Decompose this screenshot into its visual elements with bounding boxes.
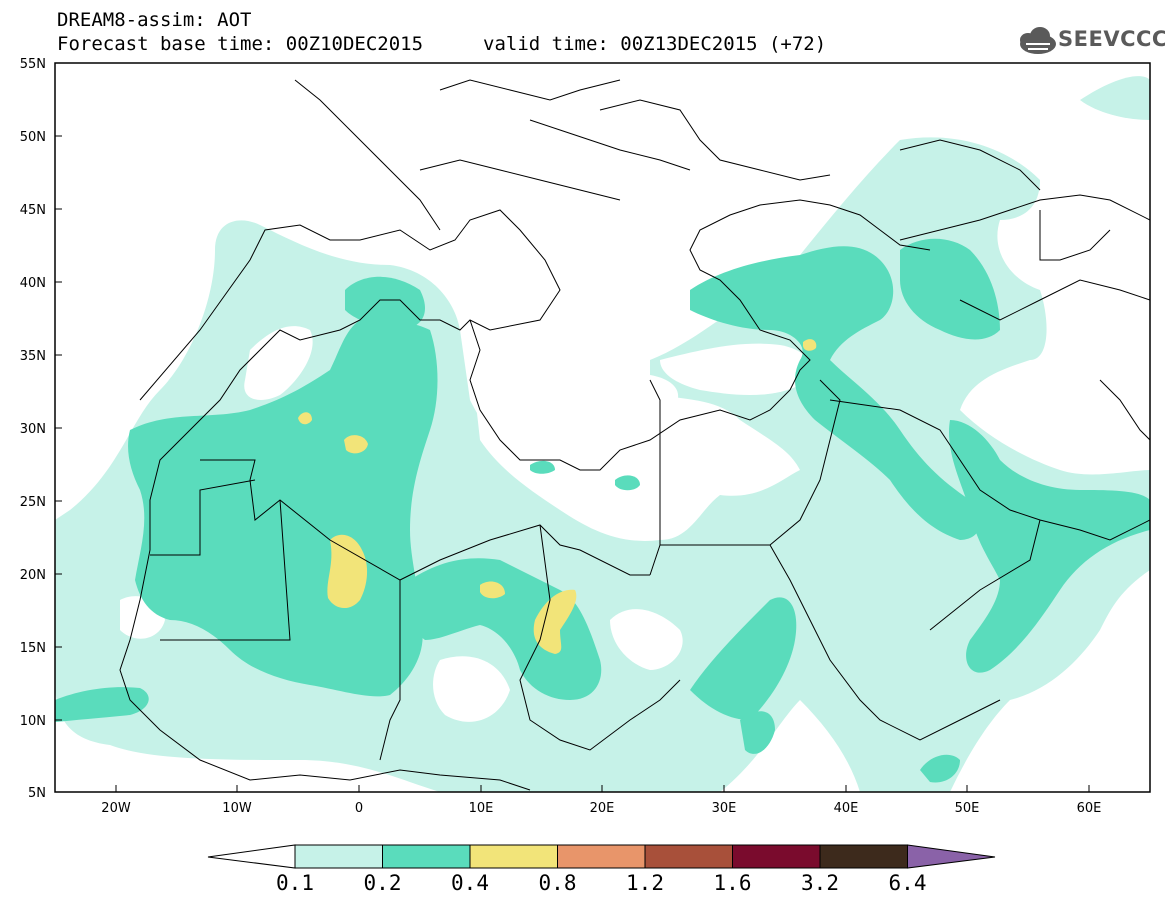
colorbar-swatch [819,844,908,869]
valid-time: valid time: 00Z13DEC2015 (+72) [483,33,827,55]
latitude-labels: 55N 50N 45N 40N 35N 30N 25N 20N 15N 10N … [20,57,46,801]
colorbar-label: 0.4 [451,871,489,895]
forecast-base-time: Forecast base time: 00Z10DEC2015 [57,33,424,55]
lat-tick-label: 20N [20,568,46,583]
lon-tick-label: 50E [955,801,980,816]
colorbar-label: 3.2 [801,871,839,895]
colorbar-swatch [732,844,821,869]
lat-tick-label: 35N [20,349,46,364]
colorbar-swatch [469,844,558,869]
colorbar-low-arrow [207,844,296,869]
lon-tick-label: 10W [222,801,252,816]
aot-fields [55,76,1150,792]
cloud-icon [1020,27,1056,54]
lat-tick-label: 5N [28,786,46,801]
logo-text: SEEVCCC [1058,27,1165,51]
colorbar-labels: 0.1 0.2 0.4 0.8 1.2 1.6 3.2 6.4 [276,871,926,895]
lon-tick-label: 40E [834,801,859,816]
lat-tick-label: 25N [20,495,46,510]
lat-tick-label: 50N [20,130,46,145]
colorbar-swatch [557,844,646,869]
axis-ticks [55,62,1090,792]
lat-tick-label: 10N [20,714,46,729]
lat-tick-label: 55N [20,57,46,72]
colorbar [207,844,996,869]
lat-tick-label: 40N [20,276,46,291]
lon-tick-label: 30E [712,801,737,816]
colorbar-high-arrow [907,844,996,869]
colorbar-swatch [294,844,383,869]
aot-contour-0-2 [55,238,1150,783]
colorbar-swatch [644,844,733,869]
colorbar-label: 1.2 [626,871,664,895]
lon-tick-label: 0 [355,801,363,816]
aot-contour-0-4 [298,339,817,654]
country-borders [119,79,1150,791]
colorbar-label: 6.4 [889,871,927,895]
colorbar-swatch [382,844,471,869]
lat-tick-label: 15N [20,641,46,656]
colorbar-label: 1.6 [714,871,752,895]
map-title: DREAM8-assim: AOT [57,9,252,31]
colorbar-label: 0.8 [539,871,577,895]
longitude-labels: 20W 10W 0 10E 20E 30E 40E 50E 60E [101,801,1101,816]
lon-tick-label: 60E [1077,801,1102,816]
lon-tick-label: 10E [469,801,494,816]
lat-tick-label: 30N [20,422,46,437]
colorbar-label: 0.1 [276,871,314,895]
lat-tick-label: 45N [20,203,46,218]
colorbar-label: 0.2 [364,871,402,895]
lon-tick-label: 20W [101,801,131,816]
lon-tick-label: 20E [590,801,615,816]
